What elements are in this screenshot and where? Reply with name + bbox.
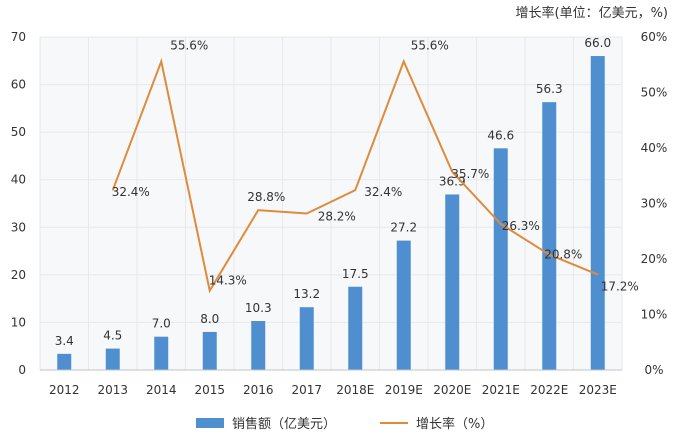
bar [105, 348, 120, 370]
bar [542, 102, 557, 371]
left-axis: 0 10 20 30 40 50 60 70 [11, 30, 26, 377]
bar-value-label: 56.3 [536, 82, 563, 96]
y-left-tick-label: 50 [11, 125, 26, 139]
x-tick-label: 2018E [336, 383, 374, 397]
bar-value-label: 8.0 [200, 312, 219, 326]
grid-lines [39, 36, 623, 371]
line-point [160, 60, 162, 62]
line-value-label: 55.6% [411, 38, 449, 52]
bar-value-label: 10.3 [245, 301, 272, 315]
y-left-tick-label: 10 [11, 315, 26, 329]
line-value-label: 17.2% [601, 280, 639, 294]
bar-value-label: 4.5 [103, 329, 122, 343]
y-right-tick-label: 0% [644, 363, 663, 377]
y-right-tick-label: 60% [641, 30, 668, 44]
right-axis: 0% 10% 20% 30% 40% 50% 60% [641, 30, 668, 377]
bar [251, 321, 266, 370]
bar [396, 240, 411, 370]
bar-series [57, 56, 605, 371]
bar [590, 56, 605, 371]
line-value-label: 26.3% [502, 219, 540, 233]
y-left-tick-label: 30 [11, 220, 26, 234]
line-value-labels: 32.4% 55.6% 14.3% 28.8% 28.2% 32.4% 55.6% 35.7%… [112, 38, 639, 293]
bar [202, 331, 217, 370]
y-left-tick-label: 70 [11, 30, 26, 44]
bar [57, 353, 72, 370]
x-tick-label: 2016 [243, 383, 274, 397]
line-point [354, 189, 356, 191]
y-right-tick-label: 30% [641, 197, 668, 211]
unit-note: 增长率(单位：亿美元，%) [515, 6, 669, 21]
y-right-tick-label: 10% [641, 308, 668, 322]
y-right-tick-label: 20% [641, 252, 668, 266]
bar-value-label: 7.0 [152, 317, 171, 331]
line-series [111, 57, 599, 294]
x-tick-label: 2021E [482, 383, 520, 397]
legend: 销售额（亿美元） 增长率（%） [196, 413, 537, 432]
line-point [257, 209, 259, 211]
bar-value-label: 27.2 [390, 221, 417, 235]
bar-value-label: 66.0 [584, 36, 611, 50]
line-value-label: 14.3% [209, 274, 247, 288]
line-point [451, 171, 453, 173]
bar-value-label: 3.4 [55, 334, 74, 348]
x-tick-label: 2014 [146, 383, 177, 397]
line-value-label: 32.4% [112, 185, 150, 199]
x-tick-label: 2022E [530, 383, 568, 397]
bar [348, 286, 363, 370]
x-tick-label: 2020E [433, 383, 471, 397]
line-value-label: 35.7% [451, 167, 489, 181]
x-tick-label: 2015 [194, 383, 225, 397]
legend-item-growth: 增长率（%） [380, 413, 493, 432]
bar-value-label: 17.5 [342, 267, 369, 281]
bar [299, 307, 314, 370]
y-right-tick-label: 50% [641, 86, 668, 100]
legend-swatch-bar [196, 417, 224, 428]
x-tick-label: 2012 [49, 383, 80, 397]
y-right-tick-label: 40% [641, 141, 668, 155]
bar-value-label: 46.6 [487, 128, 514, 142]
line-point [403, 60, 405, 62]
line-point [112, 189, 114, 191]
line-point [209, 290, 211, 292]
bar [154, 336, 169, 370]
line-value-label: 55.6% [170, 38, 208, 52]
line-value-label: 20.8% [544, 248, 582, 262]
legend-swatch-line [380, 421, 409, 424]
x-tick-label: 2023E [579, 383, 617, 397]
legend-label-growth: 增长率（%） [416, 417, 494, 432]
line-point [500, 223, 502, 225]
line-point [597, 274, 599, 276]
line-value-label: 28.8% [247, 190, 285, 204]
y-left-tick-label: 60 [11, 78, 26, 92]
bar-value-label: 13.2 [293, 287, 320, 301]
line-value-label: 28.2% [318, 209, 356, 223]
line-value-label: 32.4% [364, 185, 402, 199]
x-tick-label: 2019E [385, 383, 423, 397]
x-axis: 2012 2013 2014 2015 2016 2017 2018E 2019E 2020E 2… [40, 369, 622, 397]
x-tick-label: 2017 [291, 383, 322, 397]
y-left-tick-label: 0 [18, 363, 26, 377]
line-point [306, 212, 308, 214]
y-left-tick-label: 20 [11, 268, 26, 282]
legend-label-sales: 销售额（亿美元） [232, 417, 337, 432]
y-left-tick-label: 40 [11, 173, 26, 187]
bar [445, 194, 460, 370]
bar [493, 148, 508, 370]
x-tick-label: 2013 [97, 383, 128, 397]
line-point [548, 254, 550, 256]
legend-item-sales: 销售额（亿美元） [196, 413, 336, 432]
